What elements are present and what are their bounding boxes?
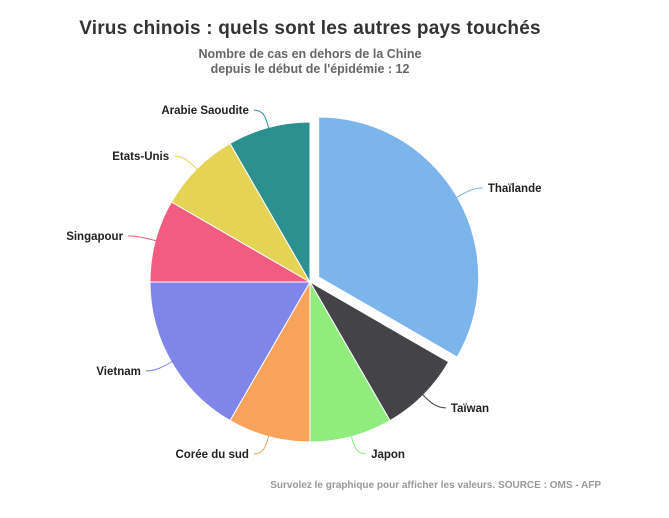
connector-thailande [455, 187, 483, 199]
connector-arabie-saoudite [253, 109, 270, 130]
label-taiwan: Taïwan [451, 403, 489, 415]
connector-japon [350, 434, 367, 455]
label-connectors [128, 109, 483, 455]
label-singapour: Singapour [66, 231, 123, 243]
label-japon: Japon [371, 449, 405, 461]
label-coree-du-sud: Corée du sud [175, 449, 248, 461]
connector-coree-du-sud [253, 434, 270, 455]
label-etats-unis: Etats-Unis [112, 151, 169, 163]
label-vietnam: Vietnam [96, 366, 141, 378]
slice-labels: Thaïlande Taïwan Japon Corée du sud Vietnam S… [66, 105, 541, 461]
subtitle-line-1: Nombre de cas en dehors de la Chine [198, 47, 422, 61]
pie-slices [149, 116, 480, 443]
label-arabie-saoudite: Arabie Saoudite [161, 105, 249, 117]
subtitle-line-2: depuis le début de l'épidémie : 12 [210, 62, 410, 76]
label-thailande: Thaïlande [488, 183, 542, 195]
chart-title: Virus chinois : quels sont les autres pa… [79, 18, 541, 39]
chart-subtitle: Nombre de cas en dehors de la Chine depu… [0, 47, 620, 77]
connector-taiwan [421, 393, 446, 409]
connector-vietnam [145, 360, 174, 372]
connector-singapour [128, 235, 158, 242]
chart-credits: Survolez le graphique pour afficher les … [270, 480, 601, 491]
connector-etats-unis [174, 155, 199, 171]
